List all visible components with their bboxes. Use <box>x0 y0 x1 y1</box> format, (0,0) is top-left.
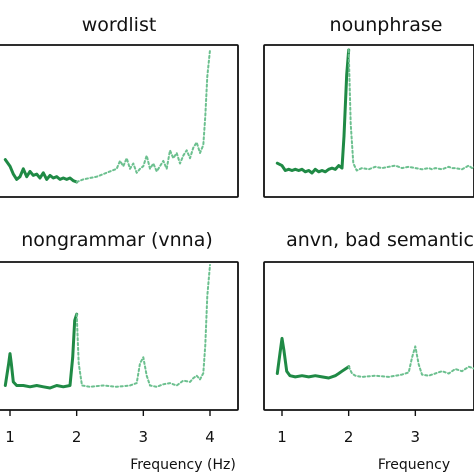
panel-1: wordlist <box>0 14 239 198</box>
series-line-solid <box>275 336 351 380</box>
panel-3: nongrammar (vnna) 1 2 3 4 Frequency (Hz) <box>0 229 239 473</box>
x-tick-label: 1 <box>277 428 287 446</box>
panel-frame <box>263 44 474 198</box>
series-line-solid <box>3 158 79 184</box>
panel-frame <box>0 261 239 411</box>
series-line-dotted <box>347 345 474 378</box>
series-line-dotted <box>75 49 211 183</box>
x-tick-label: 3 <box>139 428 149 446</box>
panel-frame <box>263 261 474 411</box>
series-line-dotted <box>347 49 474 172</box>
panel-2: nounphrase <box>263 14 474 198</box>
x-axis-label: Frequency <box>378 457 450 473</box>
x-tick-label: 2 <box>344 428 354 446</box>
panel-title: nongrammar (vnna) <box>21 229 213 251</box>
panel-title: nounphrase <box>330 14 443 36</box>
series-line-dotted <box>75 264 211 388</box>
x-tick-label: 1 <box>5 428 15 446</box>
x-axis-label: Frequency (Hz) <box>130 457 236 473</box>
series-line-solid <box>275 48 351 175</box>
panel-4: anvn, bad semantic 1 2 3 Frequency <box>263 229 474 473</box>
x-tick-label: 4 <box>205 428 215 446</box>
panel-title: anvn, bad semantic <box>286 229 474 251</box>
x-tick-label: 2 <box>72 428 82 446</box>
panel-frame <box>0 44 239 198</box>
x-tick-label: 3 <box>411 428 421 446</box>
panel-title: wordlist <box>82 14 157 36</box>
series-line-solid <box>3 312 79 390</box>
